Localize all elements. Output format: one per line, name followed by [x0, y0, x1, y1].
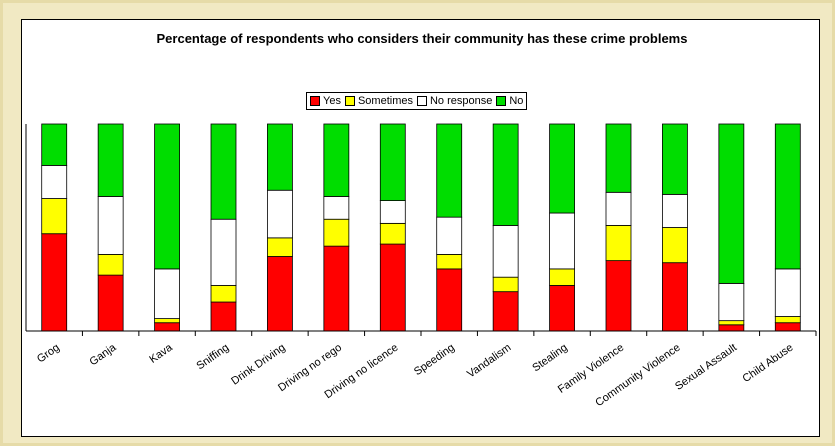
bar-segment-yes-5: [323, 245, 350, 332]
bar-segment-yes-13: [774, 322, 801, 332]
bar-segment-no-7: [436, 123, 463, 218]
bar-segment-no-response-9: [549, 212, 575, 270]
bar-segment-no-response-1: [97, 196, 124, 255]
bar-segment-no-1: [97, 123, 124, 197]
bar-segment-no-response-11: [662, 193, 688, 228]
bar-segment-no-0: [41, 123, 68, 166]
bar-segment-sometimes-0: [41, 198, 68, 235]
x-tick-label: Sniffing: [194, 342, 231, 373]
legend-swatch: [344, 96, 355, 106]
bar-segment-no-response-8: [492, 225, 519, 278]
bar-segment-sometimes-4: [267, 237, 293, 257]
bar-segment-yes-9: [549, 285, 575, 332]
chart-title: Percentage of respondents who considers …: [156, 31, 688, 46]
bar-segment-no-13: [774, 123, 801, 270]
x-tick-label: Child Abuse: [741, 342, 796, 386]
legend-swatch: [496, 96, 507, 106]
bar-segment-sometimes-1: [97, 254, 124, 276]
legend-item-no: No: [496, 95, 523, 107]
bar-segment-sometimes-8: [492, 276, 519, 293]
bar-segment-no-6: [379, 123, 406, 201]
bar-segment-yes-1: [97, 274, 124, 332]
legend-label: Sometimes: [357, 95, 413, 107]
bar-segment-yes-0: [41, 233, 68, 332]
x-tick-label: Stealing: [530, 342, 569, 375]
legend-swatch: [416, 96, 427, 106]
bar-segment-yes-7: [436, 268, 463, 332]
bar-segment-sometimes-7: [436, 254, 463, 270]
bar-segment-yes-4: [267, 256, 293, 332]
legend-label: No response: [429, 95, 493, 107]
bar-segment-sometimes-12: [718, 320, 745, 326]
bar-segment-no-3: [210, 123, 237, 220]
bar-segment-yes-12: [718, 324, 745, 332]
bar-segment-yes-8: [492, 291, 519, 332]
bar-segment-sometimes-6: [379, 222, 406, 245]
bar-segment-no-response-3: [210, 218, 237, 286]
chart-panel: Percentage of respondents who considers …: [21, 19, 820, 437]
legend-label: Yes: [323, 95, 341, 107]
x-tick-label: Sexual Assault: [673, 342, 739, 393]
legend-swatch: [310, 96, 320, 106]
x-tick-label: Speeding: [412, 342, 457, 379]
bar-segment-no-12: [718, 123, 745, 284]
bar-segment-sometimes-13: [774, 316, 801, 324]
bar-segment-yes-10: [605, 260, 632, 332]
bar-segment-no-response-13: [774, 268, 801, 317]
legend-item-no-response: No response: [416, 95, 493, 107]
legend-item-sometimes: Sometimes: [344, 95, 413, 107]
x-tick-label: Vandalism: [465, 342, 513, 381]
bar-segment-yes-6: [379, 243, 406, 332]
bar-segment-sometimes-10: [605, 225, 632, 262]
bar-segment-no-response-0: [41, 164, 68, 199]
chart-legend: Yes Sometimes No response No: [306, 92, 528, 110]
bar-segment-sometimes-5: [323, 218, 350, 247]
bar-segment-no-4: [267, 123, 293, 191]
bar-segment-yes-11: [662, 262, 688, 332]
legend-label: No: [509, 95, 524, 107]
bar-segment-no-response-12: [718, 282, 745, 322]
bar-segment-sometimes-3: [210, 285, 237, 303]
bar-segment-sometimes-11: [662, 227, 688, 264]
bar-segment-yes-2: [154, 322, 180, 332]
bar-segment-yes-3: [210, 301, 237, 332]
x-tick-label: Drink Driving: [229, 342, 287, 388]
x-tick-label: Kava: [147, 341, 175, 366]
x-tick-label: Ganja: [87, 341, 119, 368]
bar-segment-no-response-10: [605, 191, 632, 226]
bar-segment-no-response-4: [267, 189, 293, 239]
bar-segment-no-response-6: [379, 200, 406, 224]
bar-segment-sometimes-9: [549, 268, 575, 286]
bar-segment-no-5: [323, 123, 350, 197]
bar-segment-sometimes-2: [154, 318, 180, 324]
bar-segment-no-response-2: [154, 268, 180, 319]
bar-segment-no-8: [492, 123, 519, 226]
bar-segment-no-response-5: [323, 196, 350, 220]
bar-segment-no-11: [662, 123, 688, 195]
bar-segment-no-response-7: [436, 216, 463, 255]
bar-segment-no-9: [549, 123, 575, 214]
bar-segment-no-2: [154, 123, 180, 270]
x-tick-label: Grog: [35, 342, 62, 366]
legend-item-yes: Yes: [310, 95, 341, 107]
bar-segment-no-10: [605, 123, 632, 193]
